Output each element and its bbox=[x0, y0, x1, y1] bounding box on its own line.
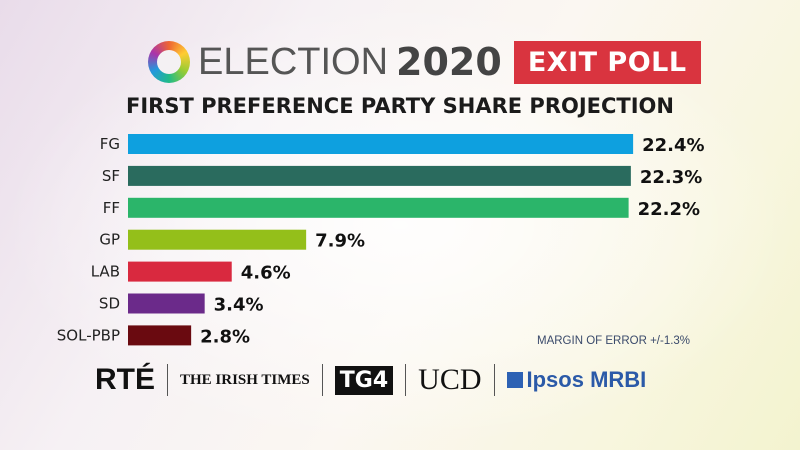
bar-fg bbox=[128, 134, 634, 154]
value-label: 4.6% bbox=[241, 263, 291, 284]
value-label: 22.4% bbox=[642, 135, 704, 156]
irish-times-logo: THE IRISH TIMES bbox=[180, 371, 310, 388]
election-logo-icon bbox=[148, 41, 190, 83]
category-label: SOL-PBP bbox=[57, 326, 120, 344]
value-label: 22.2% bbox=[638, 199, 700, 220]
ucd-logo: UCD bbox=[418, 363, 482, 396]
exit-poll-badge: EXIT POLL bbox=[513, 40, 701, 84]
category-label: GP bbox=[99, 231, 120, 249]
bar-lab bbox=[128, 261, 232, 282]
bar-gp bbox=[128, 229, 307, 250]
divider bbox=[405, 364, 407, 396]
bar-sf bbox=[128, 165, 631, 186]
bar-sol-pbp bbox=[128, 325, 192, 346]
value-label: 7.9% bbox=[315, 231, 365, 252]
bar-ff bbox=[128, 197, 629, 218]
bar-sd bbox=[128, 293, 205, 314]
sponsor-logos: RTÉ THE IRISH TIMES TG4 UCD Ipsos MRBI bbox=[95, 360, 646, 400]
divider bbox=[167, 364, 168, 396]
ipsos-text: Ipsos MRBI bbox=[526, 367, 647, 392]
margin-of-error: MARGIN OF ERROR +/-1.3% bbox=[537, 335, 691, 347]
category-label: SF bbox=[102, 167, 120, 185]
category-label: FF bbox=[103, 199, 120, 217]
value-label: 2.8% bbox=[200, 326, 250, 347]
ipsos-icon bbox=[506, 372, 523, 388]
title-election: ELECTION bbox=[198, 40, 389, 83]
category-label: LAB bbox=[91, 263, 120, 281]
tg4-logo: TG4 bbox=[334, 365, 394, 395]
category-label: SD bbox=[99, 295, 120, 313]
chart-title: FIRST PREFERENCE PARTY SHARE PROJECTION bbox=[126, 94, 674, 118]
rte-logo: RTÉ bbox=[95, 363, 155, 396]
value-label: 3.4% bbox=[214, 295, 264, 316]
divider bbox=[321, 364, 323, 396]
category-label: FG bbox=[100, 135, 120, 153]
title-bar: ELECTION 2020 EXIT POLL bbox=[148, 38, 701, 86]
title-year: 2020 bbox=[396, 40, 502, 84]
value-label: 22.3% bbox=[640, 167, 702, 188]
divider bbox=[493, 364, 495, 396]
ipsos-logo: Ipsos MRBI bbox=[506, 367, 647, 393]
